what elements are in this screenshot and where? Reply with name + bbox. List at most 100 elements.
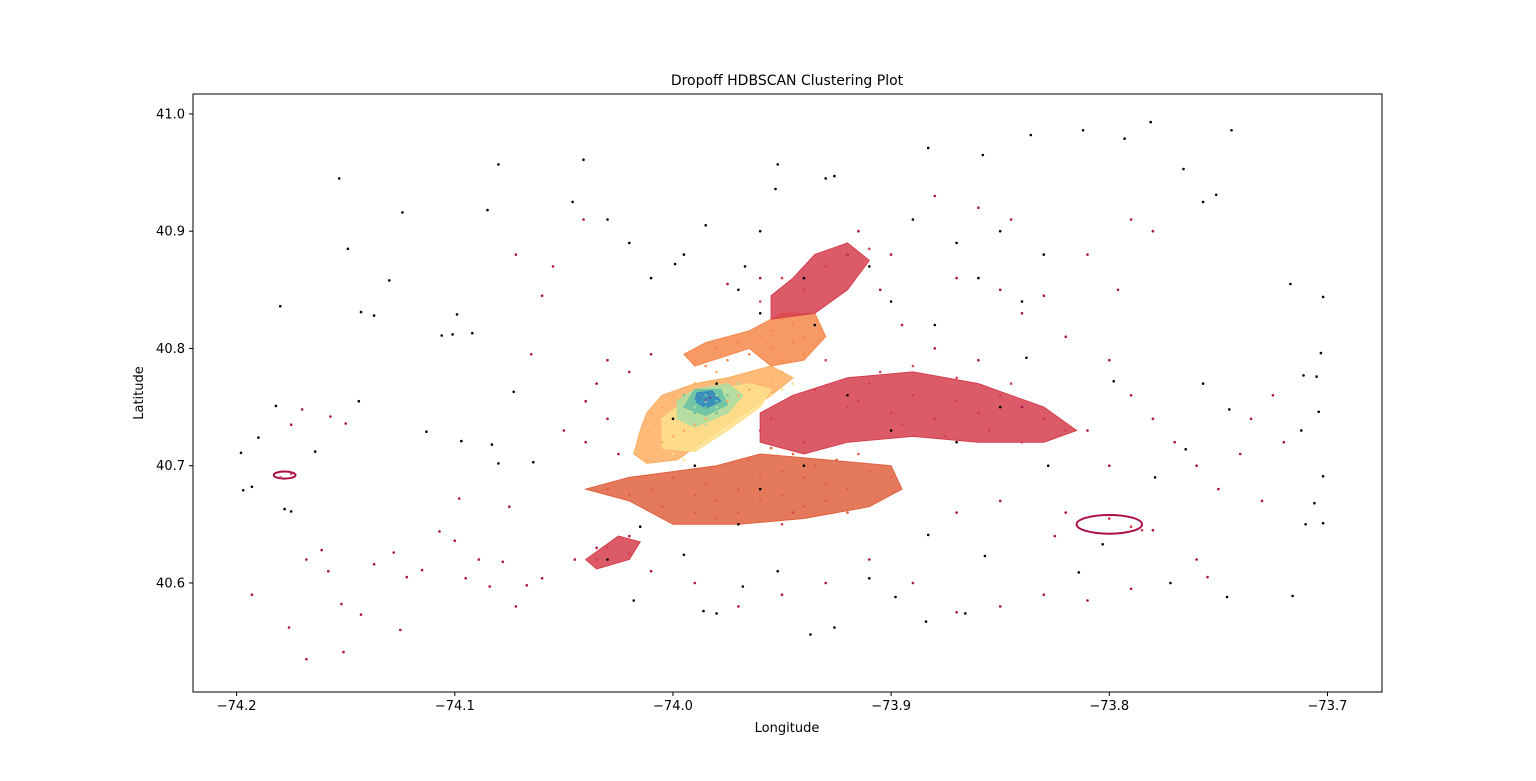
cluster-loop-1 — [1075, 513, 1144, 535]
data-point-s1-49 — [1129, 394, 1133, 397]
data-point-s1-88 — [1151, 229, 1155, 233]
data-point-s6-5 — [671, 452, 675, 456]
data-point-s0-98 — [977, 276, 980, 280]
data-point-s2-3 — [824, 265, 827, 268]
data-point-s1-73 — [955, 511, 958, 514]
data-point-s2-10 — [998, 394, 1002, 397]
data-point-s8-0 — [693, 399, 697, 403]
data-point-s1-37 — [606, 358, 609, 362]
data-point-s0-99 — [1020, 300, 1024, 303]
data-point-s1-59 — [1195, 558, 1198, 561]
data-point-s2-39 — [1140, 528, 1144, 532]
data-point-s7-3 — [715, 394, 718, 397]
data-point-s0-60 — [1101, 543, 1104, 546]
data-point-s6-10 — [758, 399, 762, 403]
data-point-s6-9 — [748, 405, 751, 409]
data-point-s0-97 — [933, 323, 937, 327]
data-point-s0-65 — [833, 626, 836, 629]
data-point-s1-75 — [1064, 511, 1067, 514]
data-point-s6-12 — [780, 388, 784, 391]
data-point-s0-4 — [388, 279, 391, 282]
data-point-s9-0 — [697, 396, 701, 400]
data-point-s1-44 — [1009, 218, 1013, 221]
data-point-s0-37 — [981, 153, 985, 157]
data-point-s0-95 — [868, 265, 871, 268]
data-point-s3-3 — [715, 499, 718, 503]
data-point-s1-17 — [488, 585, 492, 588]
cluster-regions — [272, 242, 1144, 570]
data-point-s4-9 — [704, 364, 707, 368]
data-point-s3-7 — [802, 476, 806, 479]
data-point-s8-1 — [704, 394, 707, 397]
data-point-s1-71 — [693, 581, 697, 585]
data-point-s1-85 — [955, 276, 958, 280]
y-axis-ticks: 40.6 40.7 40.8 40.9 41.0 — [156, 107, 193, 591]
data-point-s0-108 — [737, 288, 740, 292]
data-point-s0-110 — [628, 241, 631, 245]
data-point-s1-20 — [525, 584, 529, 587]
data-point-s0-58 — [1225, 595, 1229, 599]
data-point-s0-57 — [1291, 594, 1294, 598]
data-point-s0-47 — [1321, 295, 1325, 299]
data-point-s0-46 — [1289, 282, 1292, 286]
y-axis-label: Latitude — [132, 366, 147, 420]
data-point-s0-71 — [638, 525, 642, 528]
data-point-s7-4 — [726, 388, 729, 391]
data-point-s0-69 — [632, 599, 635, 602]
y-tick-label: 40.6 — [156, 576, 185, 591]
data-point-s2-32 — [595, 558, 598, 561]
data-point-s1-8 — [359, 613, 363, 616]
data-point-s3-20 — [824, 499, 827, 503]
data-point-s2-33 — [606, 546, 609, 550]
data-point-s0-20 — [289, 510, 293, 513]
data-point-s2-29 — [1009, 382, 1013, 385]
data-point-s2-25 — [977, 411, 980, 415]
data-point-s1-31 — [540, 294, 544, 298]
data-point-s6-0 — [682, 440, 686, 444]
data-point-s1-27 — [457, 497, 461, 500]
data-point-s0-28 — [357, 399, 361, 403]
data-point-s1-50 — [1151, 417, 1155, 421]
data-point-s1-51 — [1173, 440, 1176, 444]
data-point-s1-1 — [300, 408, 304, 411]
data-point-s8-3 — [726, 394, 729, 397]
data-point-s6-8 — [737, 411, 740, 415]
data-point-s0-6 — [372, 314, 376, 317]
data-point-s1-86 — [998, 288, 1002, 292]
data-point-s3-24 — [791, 452, 795, 456]
data-point-s0-3 — [401, 211, 404, 214]
data-point-s6-14 — [660, 417, 664, 421]
data-point-s2-34 — [628, 552, 631, 555]
data-point-s1-13 — [438, 530, 441, 533]
y-tick-label: 40.8 — [156, 342, 185, 357]
data-point-s0-23 — [425, 430, 428, 434]
data-point-s2-22 — [944, 435, 947, 438]
data-point-s2-2 — [758, 300, 762, 303]
data-point-s5-8 — [726, 399, 729, 403]
data-point-s0-76 — [926, 533, 930, 537]
data-point-s2-14 — [889, 411, 893, 415]
data-point-s5-1 — [645, 458, 649, 462]
data-point-s0-53 — [1321, 475, 1325, 478]
data-point-s3-23 — [769, 446, 773, 450]
data-point-s3-25 — [813, 464, 817, 468]
data-point-s8-6 — [704, 405, 707, 409]
data-point-s3-19 — [802, 505, 806, 509]
data-point-s0-113 — [682, 253, 686, 256]
data-point-s4-3 — [791, 341, 795, 344]
data-point-s0-89 — [802, 464, 806, 468]
data-point-s0-56 — [1304, 523, 1307, 526]
data-point-s1-78 — [1020, 405, 1024, 409]
data-point-s0-72 — [682, 553, 686, 557]
data-point-s1-69 — [780, 593, 784, 596]
data-point-s1-6 — [327, 569, 330, 573]
x-tick-label: −74.0 — [653, 699, 693, 714]
data-point-s1-0 — [289, 423, 293, 427]
data-point-s0-102 — [955, 241, 958, 245]
data-point-s0-39 — [1081, 129, 1085, 132]
data-point-s1-96 — [573, 558, 577, 561]
data-point-s1-2 — [329, 415, 332, 418]
data-point-s2-13 — [933, 417, 937, 421]
data-point-s2-36 — [279, 476, 282, 479]
data-point-s3-21 — [846, 511, 849, 514]
